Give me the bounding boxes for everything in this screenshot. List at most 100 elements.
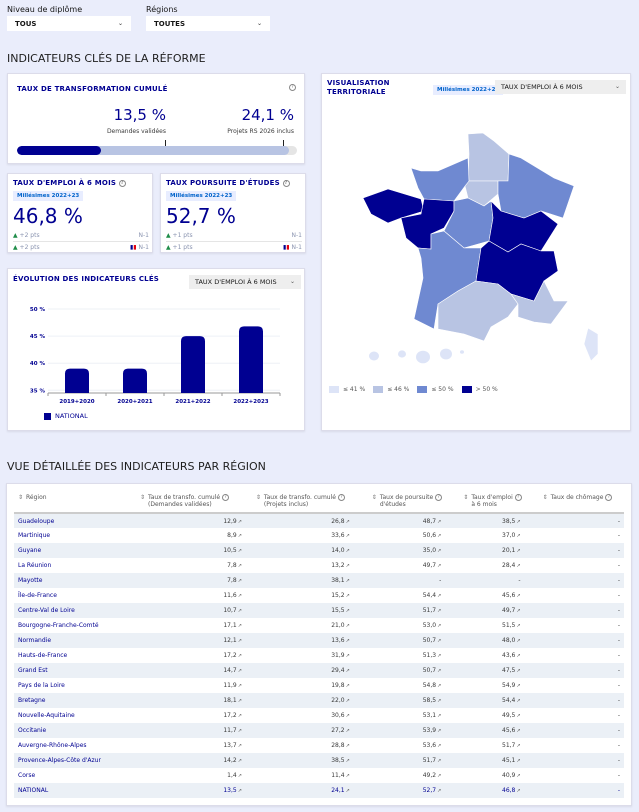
trend-arrow-icon: ↗ [345, 548, 350, 554]
region-provence-alpes-cote-dazur[interactable] [510, 280, 569, 325]
sort-icon[interactable]: ⇕ [255, 494, 261, 501]
region-name: Occitanie [14, 723, 136, 738]
evolution-bar-chart: 35 % 40 % 45 % 50 % 2019+2020 2020+2021 2021+2… [30, 307, 281, 405]
region-name: Pays de la Loire [18, 682, 65, 689]
cell-value: 38,1↗ [251, 573, 368, 588]
arrow-up-icon: ▲ [166, 244, 171, 251]
region-nouvelle-aquitaine[interactable] [413, 230, 482, 330]
region-name: Mayotte [14, 573, 136, 588]
column-header[interactable]: ⇕ Taux d'emploi à 6 mois? [459, 490, 539, 514]
region-bretagne[interactable] [362, 188, 425, 224]
arrow-up-icon: ▲ [13, 232, 18, 239]
cell-value: 15,5↗ [251, 603, 368, 618]
cell-value: - [538, 543, 624, 558]
arrow-up-icon: ▲ [13, 244, 18, 251]
region-guyane[interactable] [416, 350, 430, 364]
sort-icon[interactable]: ⇕ [542, 494, 548, 501]
column-header[interactable]: ⇕ Taux de chômage? [538, 490, 624, 514]
column-header[interactable]: ⇕ Taux de transfo. cumulé (Demandes validé… [136, 490, 252, 514]
help-icon[interactable]: ? [282, 179, 290, 187]
region-hauts-de-france[interactable] [467, 132, 510, 182]
cell-value: 38,5↗ [251, 753, 368, 768]
cell-value: 51,5↗ [502, 622, 521, 629]
help-icon[interactable]: ? [514, 494, 522, 501]
trend-row-national: ▲ +2 pts ▮▮ N-1 [13, 244, 149, 251]
table-row: Provence-Alpes-Côte d'Azur 14,2↗ 38,5↗ 51,7… [14, 753, 624, 768]
region-normandie[interactable] [410, 157, 470, 202]
help-icon[interactable]: ? [435, 494, 443, 501]
legend-item: ≤ 41 % [329, 386, 365, 393]
help-icon[interactable]: ? [337, 494, 345, 501]
trend-arrow-icon: ↗ [237, 698, 242, 704]
cell-value: 53,0↗ [422, 622, 442, 629]
trend-arrow-icon: ↗ [516, 788, 521, 794]
transformation-progress-bar [17, 146, 297, 155]
trend-arrow-icon: ↗ [437, 698, 442, 704]
help-icon[interactable]: ? [118, 179, 126, 187]
region-select[interactable]: TOUTES ⌄ [146, 16, 270, 31]
y-tick-label: 40 % [30, 361, 46, 367]
trend-arrow-icon: ↗ [237, 623, 242, 629]
trend-arrow-icon: ↗ [237, 713, 242, 719]
bar-2021+2022 [181, 336, 205, 393]
cell-value: - [538, 663, 624, 678]
trend-arrow-icon: ↗ [237, 743, 242, 749]
trend-arrow-icon: ↗ [237, 578, 242, 584]
sort-icon[interactable]: ⇕ [371, 494, 377, 501]
sort-icon[interactable]: ⇕ [140, 494, 146, 501]
region-grand-est[interactable] [497, 153, 575, 219]
region-corse[interactable] [583, 327, 599, 362]
trend-arrow-icon: ↗ [516, 593, 521, 599]
transformation-card: TAUX DE TRANSFORMATION CUMULÉ ? 13,5 % D… [7, 73, 305, 164]
help-icon[interactable]: ? [605, 494, 613, 501]
trend-arrow-icon: ↗ [345, 533, 350, 539]
region-name: Île-de-France [18, 592, 57, 599]
sort-icon[interactable]: ⇕ [463, 494, 469, 501]
progress-validated [17, 146, 102, 155]
trend-arrow-icon: ↗ [437, 683, 442, 689]
column-header[interactable]: ⇕ Région [14, 490, 136, 514]
column-header[interactable]: ⇕ Taux de poursuite d'études? [367, 490, 460, 514]
region-martinique[interactable] [398, 350, 406, 358]
region-la-reunion[interactable] [440, 348, 452, 360]
cell-value: 28,8↗ [331, 742, 350, 749]
cell-value: 17,1↗ [223, 622, 242, 629]
sort-icon[interactable]: ⇕ [18, 494, 24, 501]
trend-arrow-icon: ↗ [437, 743, 442, 749]
region-name: Guadeloupe [14, 513, 136, 528]
cell-value: - [617, 532, 620, 539]
help-icon[interactable]: ? [289, 84, 296, 91]
cell-value: 51,7↗ [502, 742, 521, 749]
cell-value: 24,1↗ [251, 783, 368, 798]
table-row: Guyane 10,5↗ 14,0↗ 35,0↗ 20,1↗ - [14, 543, 624, 558]
region-guadeloupe[interactable] [369, 351, 379, 361]
region-mayotte[interactable] [460, 350, 464, 354]
table-row: La Réunion 7,8↗ 13,2↗ 49,7↗ 28,4↗ - [14, 558, 624, 573]
cell-value: - [367, 573, 460, 588]
trend-arrow-icon: ↗ [237, 788, 242, 794]
help-icon[interactable]: ? [222, 494, 230, 501]
trend-arrow-icon: ↗ [345, 683, 350, 689]
evolution-indicator-dropdown[interactable]: TAUX D'EMPLOI À 6 MOIS ⌄ [189, 275, 301, 289]
table-row: Auvergne-Rhône-Alpes 13,7↗ 28,8↗ 53,6↗ 51,7↗… [14, 738, 624, 753]
cell-value: - [538, 603, 624, 618]
cell-value: 37,0↗ [502, 532, 521, 539]
region-name: Centre-Val de Loire [14, 603, 136, 618]
map-indicator-dropdown[interactable]: TAUX D'EMPLOI À 6 MOIS ⌄ [495, 80, 626, 94]
region-table: ⇕ Région ⇕ Taux de transfo. cumulé (Demandes… [14, 490, 624, 798]
employment-card: TAUX D'EMPLOI À 6 MOIS ? Millésimes 2022… [7, 173, 153, 253]
trend-arrow-icon: ↗ [237, 593, 242, 599]
legend-item: ≤ 46 % [373, 386, 409, 393]
cell-value: 12,1↗ [136, 633, 252, 648]
cell-value: 45,6↗ [459, 723, 539, 738]
evolution-card: ÉVOLUTION DES INDICATEURS CLÉS TAUX D'EM… [7, 268, 305, 431]
region-occitanie[interactable] [437, 280, 519, 342]
region-filter-label: Régions [146, 5, 178, 14]
diploma-select[interactable]: TOUS ⌄ [7, 16, 131, 31]
trend-arrow-icon: ↗ [237, 653, 242, 659]
column-header[interactable]: ⇕ Taux de transfo. cumulé (Projets inclus)… [251, 490, 368, 514]
region-name: Bourgogne-Franche-Comté [18, 622, 99, 629]
trend-arrow-icon: ↗ [345, 668, 350, 674]
cell-value: 11,9↗ [223, 682, 242, 689]
x-tick-label: 2022+2023 [233, 399, 268, 405]
